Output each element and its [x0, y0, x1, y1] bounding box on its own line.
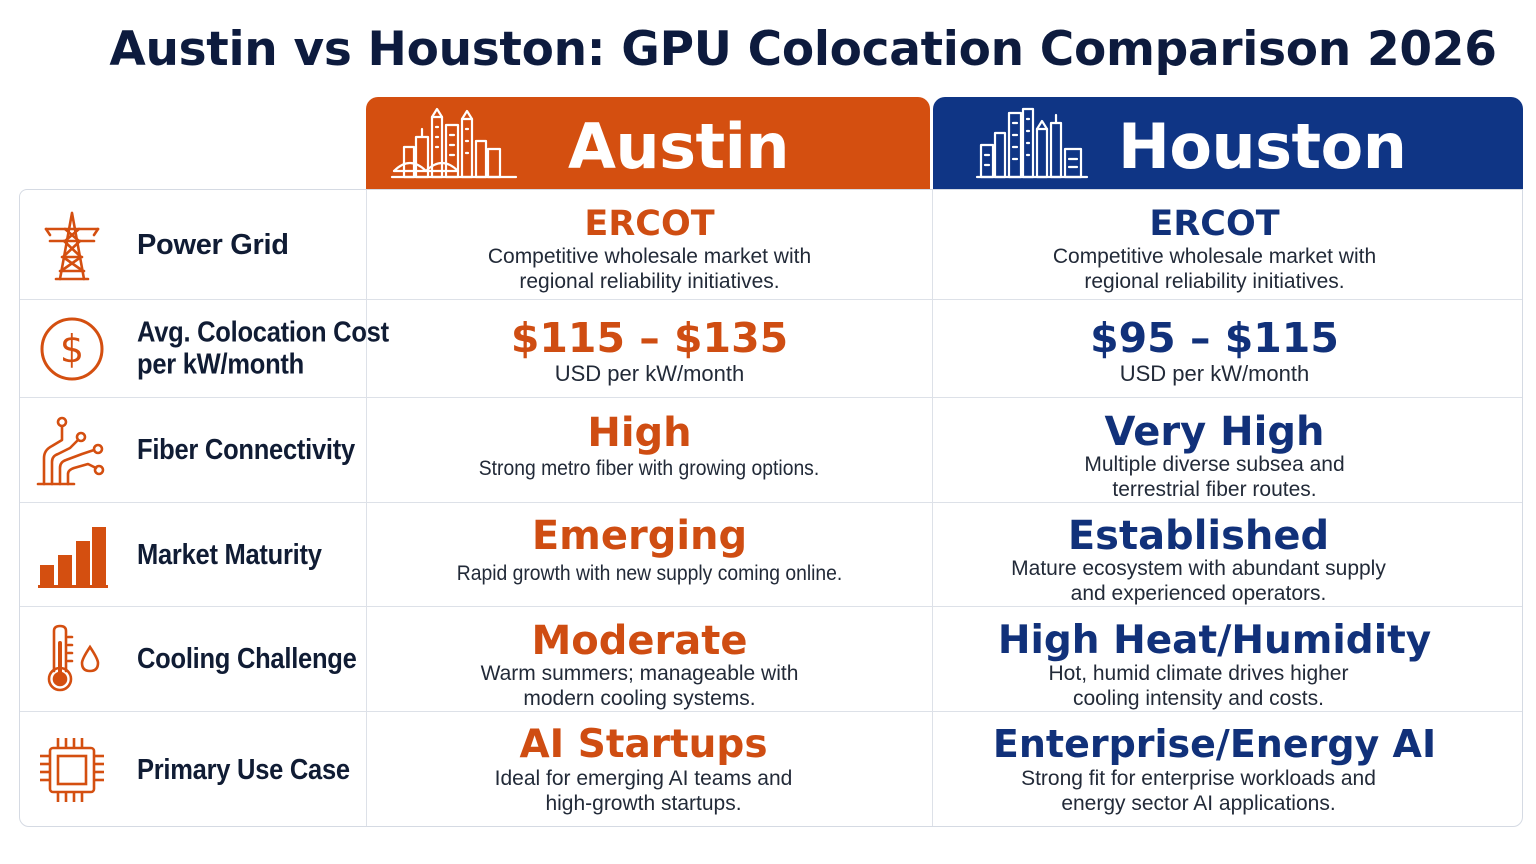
austin-cell: High Strong metro fiber with growing opt…	[367, 398, 933, 502]
desc-line: high-growth startups.	[545, 792, 742, 816]
bar-chart-icon	[38, 526, 108, 588]
desc-line: Rapid growth with new supply coming onli…	[456, 562, 843, 585]
row-fiber-connectivity: Fiber Connectivity High Strong metro fib…	[20, 398, 1522, 503]
austin-description: USD per kW/month	[367, 361, 932, 387]
row-label: Market Maturity	[137, 538, 347, 570]
austin-description: Ideal for emerging AI teams and high-gro…	[361, 766, 926, 816]
austin-value: High	[587, 410, 692, 456]
desc-line: regional reliability initiatives.	[519, 270, 780, 294]
desc-line: terrestrial fiber routes.	[1112, 478, 1317, 502]
houston-description: Hot, humid climate drives higher cooling…	[903, 661, 1494, 711]
label-text: Primary Use Case	[137, 753, 350, 786]
row-label-cell: Cooling Challenge	[20, 607, 367, 711]
austin-cell: $115 – $135 USD per kW/month	[367, 300, 933, 397]
row-label-cell: Market Maturity	[20, 503, 367, 606]
row-label: Avg. Colocation Cost per kW/month	[137, 316, 423, 381]
label-text: Fiber Connectivity	[137, 433, 355, 466]
row-colocation-cost: $ Avg. Colocation Cost per kW/month $115…	[20, 300, 1522, 398]
row-label-cell: Power Grid	[20, 190, 367, 299]
desc-line: Multiple diverse subsea and	[1084, 453, 1345, 476]
label-text: Market Maturity	[137, 538, 322, 571]
houston-value: $95 – $115	[1090, 314, 1339, 362]
houston-cell: Established Mature ecosystem with abunda…	[933, 503, 1522, 606]
page-title: Austin vs Houston: GPU Colocation Compar…	[109, 22, 1497, 77]
desc-line: Hot, humid climate drives higher	[1048, 662, 1349, 685]
desc-line: Competitive wholesale market with	[1052, 245, 1377, 268]
austin-cell: Emerging Rapid growth with new supply co…	[367, 503, 933, 606]
houston-cell: High Heat/Humidity Hot, humid climate dr…	[933, 607, 1522, 711]
houston-value: High Heat/Humidity	[997, 618, 1432, 663]
houston-description: Multiple diverse subsea and terrestrial …	[919, 452, 1510, 502]
label-line: Avg. Colocation Cost	[137, 316, 389, 349]
houston-header: Houston	[933, 97, 1523, 190]
austin-cell: ERCOT Competitive wholesale market with …	[367, 190, 933, 299]
austin-description: Strong metro fiber with growing options.	[367, 456, 932, 481]
houston-description: Competitive wholesale market with region…	[919, 244, 1510, 294]
houston-description: Strong fit for enterprise workloads and …	[903, 766, 1494, 816]
austin-value: ERCOT	[584, 204, 715, 244]
houston-value: Very High	[1104, 409, 1325, 455]
houston-value: ERCOT	[1149, 204, 1280, 244]
dollar-circle-icon: $	[40, 317, 104, 380]
label-text: Cooling Challenge	[137, 642, 357, 675]
row-label: Primary Use Case	[137, 754, 379, 786]
austin-skyline-icon	[390, 107, 518, 179]
svg-text:$: $	[60, 327, 84, 371]
austin-cell: Moderate Warm summers; manageable with m…	[367, 607, 933, 711]
desc-line: USD per kW/month	[554, 361, 745, 386]
houston-cell: Very High Multiple diverse subsea and te…	[933, 398, 1522, 502]
thermometer-icon	[47, 624, 100, 692]
desc-line: USD per kW/month	[1119, 361, 1310, 386]
houston-cell: ERCOT Competitive wholesale market with …	[933, 190, 1522, 299]
fiber-network-icon	[36, 416, 105, 486]
houston-value: Established	[1067, 513, 1330, 559]
austin-value: Moderate	[531, 618, 748, 664]
houston-description: Mature ecosystem with abundant supply an…	[903, 556, 1494, 606]
desc-line: regional reliability initiatives.	[1084, 270, 1345, 294]
desc-line: Mature ecosystem with abundant supply	[1011, 557, 1386, 580]
desc-line: energy sector AI applications.	[1061, 792, 1336, 816]
desc-line: cooling intensity and costs.	[1073, 687, 1324, 711]
houston-value: Enterprise/Energy AI	[992, 722, 1437, 766]
comparison-table: Power Grid ERCOT Competitive wholesale m…	[19, 189, 1523, 827]
label-line: per kW/month	[137, 348, 304, 381]
row-label-cell: Primary Use Case	[20, 712, 367, 826]
row-cooling-challenge: Cooling Challenge Moderate Warm summers;…	[20, 607, 1522, 712]
row-label-cell: Fiber Connectivity	[20, 398, 367, 502]
row-label: Fiber Connectivity	[137, 434, 385, 466]
austin-description: Rapid growth with new supply coming onli…	[367, 561, 932, 586]
austin-header: Austin	[366, 97, 930, 190]
houston-description: USD per kW/month	[919, 361, 1510, 387]
austin-value: AI Startups	[519, 722, 768, 767]
power-tower-icon	[44, 211, 100, 280]
houston-cell: $95 – $115 USD per kW/month	[933, 300, 1522, 397]
row-market-maturity: Market Maturity Emerging Rapid growth wi…	[20, 503, 1522, 607]
desc-line: Ideal for emerging AI teams and	[494, 767, 793, 790]
row-power-grid: Power Grid ERCOT Competitive wholesale m…	[20, 190, 1522, 300]
austin-cell: AI Startups Ideal for emerging AI teams …	[367, 712, 933, 826]
row-label: Power Grid	[137, 228, 289, 261]
row-label: Cooling Challenge	[137, 643, 386, 675]
austin-value: Emerging	[531, 513, 748, 559]
houston-title: Houston	[1118, 110, 1407, 183]
houston-cell: Enterprise/Energy AI Strong fit for ente…	[933, 712, 1522, 826]
row-label-cell: $ Avg. Colocation Cost per kW/month	[20, 300, 389, 397]
austin-description: Competitive wholesale market with region…	[367, 244, 932, 294]
austin-description: Warm summers; manageable with modern coo…	[357, 661, 922, 711]
desc-line: Warm summers; manageable with	[480, 662, 799, 685]
desc-line: Competitive wholesale market with	[487, 245, 812, 268]
austin-title: Austin	[568, 110, 790, 183]
houston-skyline-icon	[975, 107, 1089, 179]
desc-line: Strong fit for enterprise workloads and	[1021, 767, 1376, 790]
austin-value: $115 – $135	[510, 314, 789, 362]
desc-line: modern cooling systems.	[523, 687, 756, 711]
chip-icon	[40, 738, 104, 802]
desc-line: Strong metro fiber with growing options.	[479, 457, 820, 480]
desc-line: and experienced operators.	[1070, 582, 1327, 606]
row-primary-use-case: Primary Use Case AI Startups Ideal for e…	[20, 712, 1522, 826]
